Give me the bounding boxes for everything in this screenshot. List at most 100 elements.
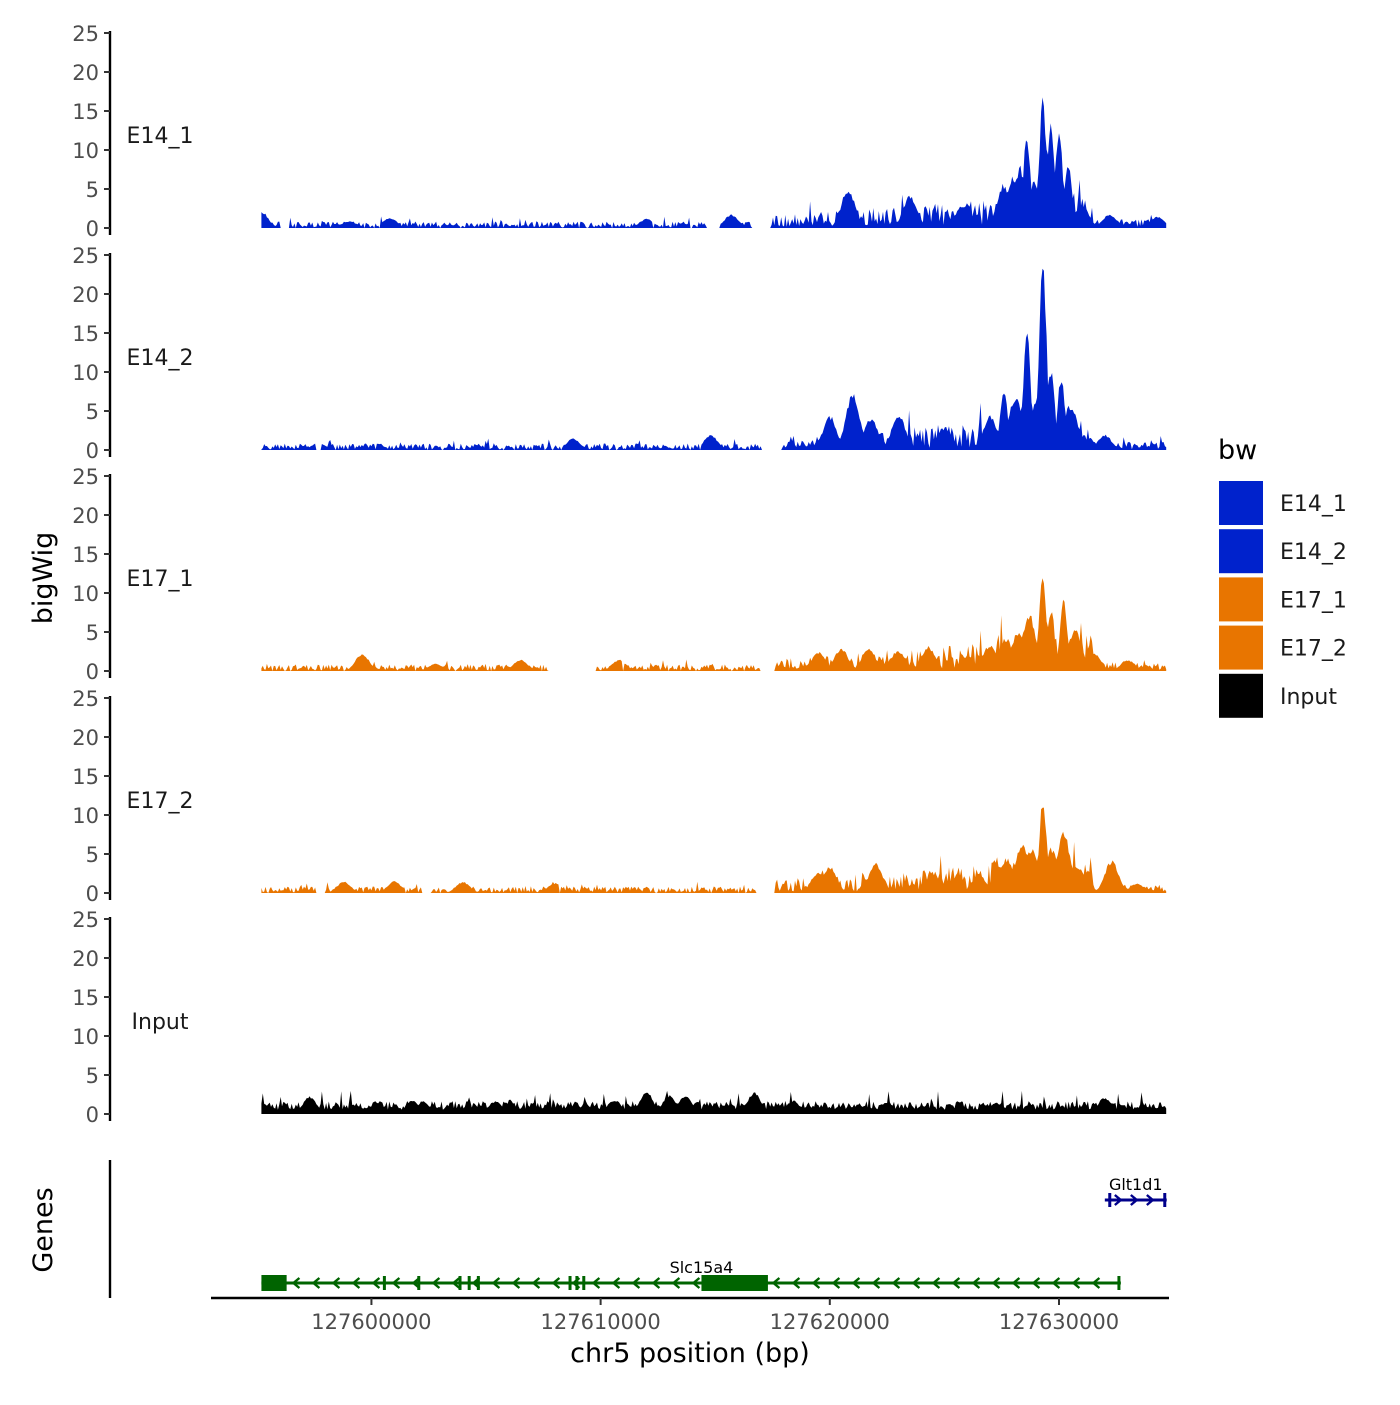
strand-arrow — [871, 1277, 881, 1289]
strand-arrow — [551, 1277, 561, 1289]
y-tick-label: 25 — [72, 465, 99, 489]
legend-label: E14_2 — [1280, 540, 1347, 565]
track-e14-2 — [261, 268, 1167, 450]
strand-arrow — [771, 1277, 781, 1289]
strand-arrow — [1130, 1194, 1139, 1206]
signal-area-e17-1 — [261, 578, 1167, 671]
y-tick-label: 15 — [72, 543, 99, 567]
strand-arrow — [311, 1277, 321, 1289]
signal-area-e14-1 — [261, 97, 1167, 229]
strand-arrow — [811, 1277, 821, 1289]
strand-arrow — [1011, 1277, 1021, 1289]
y-tick-label: 10 — [72, 804, 99, 828]
legend-key-input — [1219, 673, 1263, 718]
strand-arrow — [591, 1277, 601, 1289]
y-tick-label: 20 — [72, 504, 99, 528]
legend-key-e14-2 — [1219, 529, 1263, 574]
gene-exon — [261, 1275, 287, 1291]
track-label: E17_1 — [127, 567, 194, 592]
y-tick-label: 25 — [72, 908, 99, 932]
y-tick-label: 20 — [72, 283, 99, 307]
gene-exon — [568, 1276, 572, 1290]
gene-glt1d1: Glt1d1 — [1104, 1175, 1167, 1207]
strand-arrow — [791, 1277, 801, 1289]
strand-arrow — [511, 1277, 521, 1289]
strand-arrow — [991, 1277, 1001, 1289]
y-tick-label: 25 — [72, 244, 99, 268]
y-tick-label: 5 — [86, 621, 99, 645]
track-e14-1 — [261, 97, 1167, 229]
gene-slc15a4: Slc15a4 — [261, 1258, 1121, 1291]
strand-arrow — [1051, 1277, 1061, 1289]
gene-exon — [467, 1276, 471, 1290]
gene-exon — [458, 1276, 462, 1290]
y-tick-label: 10 — [72, 139, 99, 163]
gene-label: Slc15a4 — [670, 1258, 734, 1277]
y-tick-label: 10 — [72, 582, 99, 606]
legend-key-e17-2 — [1219, 625, 1263, 670]
track-e17-1 — [261, 578, 1167, 671]
gene-exon — [701, 1275, 768, 1291]
legend-label: E17_2 — [1280, 637, 1347, 662]
strand-arrow — [371, 1277, 381, 1289]
y-tick-label: 15 — [72, 100, 99, 124]
gene-exon — [1117, 1276, 1121, 1290]
x-tick-label: 127630000 — [999, 1310, 1119, 1334]
y-tick-label: 10 — [72, 361, 99, 385]
strand-arrow — [1071, 1277, 1081, 1289]
y-tick-label: 25 — [72, 687, 99, 711]
x-tick-label: 127610000 — [540, 1310, 660, 1334]
gene-exon — [476, 1276, 480, 1290]
strand-arrow — [651, 1277, 661, 1289]
y-axis-title: bigWig — [28, 532, 59, 625]
y-tick-label: 0 — [86, 882, 99, 906]
strand-arrow — [491, 1277, 501, 1289]
gene-exon — [582, 1276, 586, 1290]
strand-arrow — [671, 1277, 681, 1289]
track-label: E17_2 — [127, 789, 194, 814]
y-tick-label: 5 — [86, 843, 99, 867]
strand-arrow — [951, 1277, 961, 1289]
strand-arrow — [531, 1277, 541, 1289]
y-tick-label: 0 — [86, 439, 99, 463]
legend-key-e14-1 — [1219, 481, 1263, 525]
track-e17-2 — [261, 807, 1167, 893]
x-tick-label: 127620000 — [770, 1310, 890, 1334]
gene-exon — [1163, 1193, 1167, 1207]
y-tick-label: 0 — [86, 1103, 99, 1127]
track-input — [261, 1090, 1167, 1114]
y-tick-label: 15 — [72, 322, 99, 346]
y-tick-label: 5 — [86, 1064, 99, 1088]
strand-arrow — [1114, 1194, 1123, 1206]
strand-arrow — [891, 1277, 901, 1289]
strand-arrow — [911, 1277, 921, 1289]
strand-arrow — [331, 1277, 341, 1289]
signal-area-e17-2 — [261, 807, 1167, 893]
strand-arrow — [1091, 1277, 1101, 1289]
y-tick-label: 20 — [72, 61, 99, 85]
strand-arrow — [351, 1277, 361, 1289]
y-tick-label: 10 — [72, 1025, 99, 1049]
strand-arrow — [611, 1277, 621, 1289]
gene-exon — [575, 1276, 579, 1290]
genes-axis-title: Genes — [28, 1187, 59, 1272]
gene-exon — [382, 1276, 386, 1290]
strand-arrow — [431, 1277, 441, 1289]
strand-arrow — [831, 1277, 841, 1289]
signal-area-e14-2 — [261, 268, 1167, 450]
y-tick-label: 0 — [86, 217, 99, 241]
strand-arrow — [1031, 1277, 1041, 1289]
gene-label: Glt1d1 — [1109, 1175, 1163, 1194]
x-tick-label: 127600000 — [311, 1310, 431, 1334]
y-tick-label: 15 — [72, 765, 99, 789]
y-tick-label: 20 — [72, 947, 99, 971]
strand-arrow — [631, 1277, 641, 1289]
signal-area-input — [261, 1090, 1167, 1114]
y-tick-label: 5 — [86, 178, 99, 202]
x-axis-title: chr5 position (bp) — [570, 1338, 810, 1369]
legend-title: bw — [1218, 435, 1257, 466]
y-tick-label: 15 — [72, 986, 99, 1010]
strand-arrow — [1146, 1194, 1155, 1206]
